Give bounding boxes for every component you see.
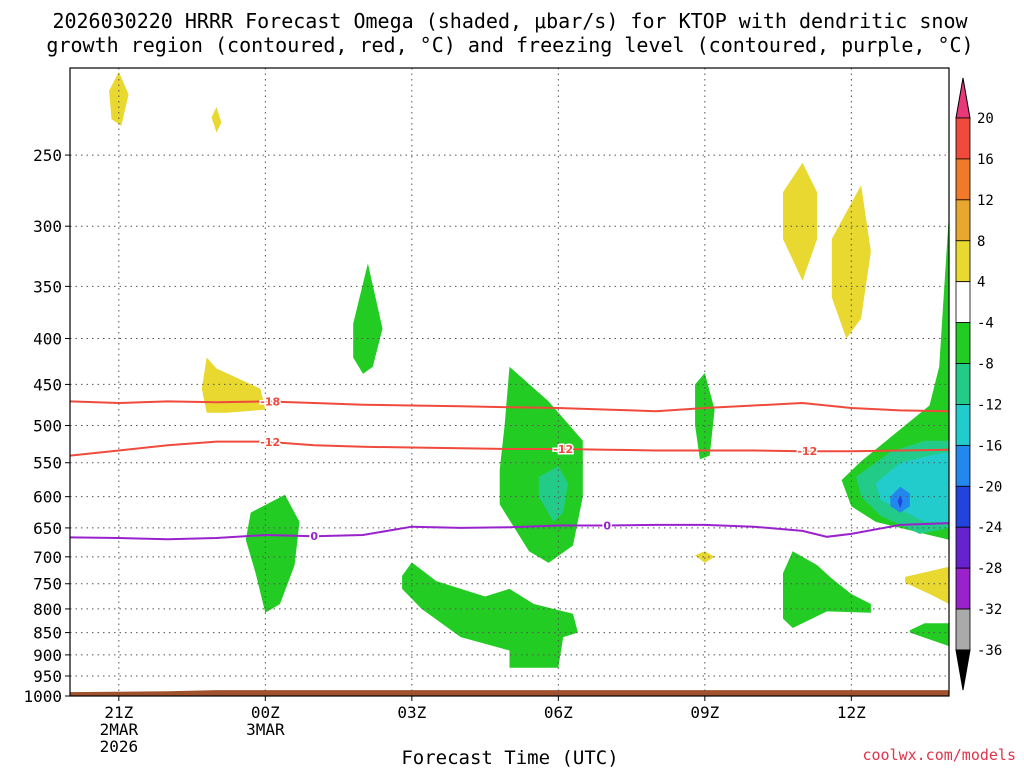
- omega-area: [897, 495, 903, 509]
- colorbar: 20 16 12 8 4 -4 -8 -12 -16 -20 -24 -28 -32 -36: [955, 77, 1002, 691]
- y-tick-label: 400: [33, 329, 62, 348]
- dgz-contour-label: -12: [260, 436, 280, 449]
- colorbar-swatch: [955, 567, 971, 610]
- colorbar-swatch: [955, 363, 971, 405]
- colorbar-swatch: [955, 485, 971, 528]
- omega-area: [109, 71, 129, 126]
- credit-text: coolwx.com/models: [862, 746, 1016, 764]
- y-tick-label: 650: [33, 519, 62, 538]
- pressure-axis: 250 300 350 400 450 500 550 600 650 700 750 800 850 9…: [23, 146, 70, 706]
- omega-area: [245, 494, 300, 613]
- chart-title-line2: growth region (contoured, red, °C) and f…: [46, 33, 973, 57]
- omega-area: [402, 562, 578, 668]
- ground-layer: [70, 690, 949, 696]
- colorbar-label: 12: [977, 193, 994, 209]
- omega-area: [695, 373, 715, 460]
- colorbar-label: -12: [977, 397, 1002, 413]
- omega-area: [538, 466, 569, 522]
- freezing-level-label: 0: [603, 520, 611, 533]
- colorbar-label: -36: [977, 643, 1002, 659]
- y-tick-label: 450: [33, 375, 62, 394]
- colorbar-swatch: [955, 158, 971, 201]
- colorbar-bottom-arrow: [955, 649, 971, 691]
- colorbar-label: -24: [977, 520, 1002, 536]
- dgz-contour: [70, 440, 949, 457]
- omega-area: [695, 551, 715, 563]
- x-tick-label: 06Z: [544, 703, 573, 722]
- y-tick-label: 250: [33, 146, 62, 165]
- x-tick-label: 03Z: [397, 703, 426, 722]
- x-tick-label: 12Z: [837, 703, 866, 722]
- y-tick-label: 750: [33, 575, 62, 594]
- y-tick-label: 300: [33, 217, 62, 236]
- y-tick-label: 850: [33, 624, 62, 643]
- y-tick-label: 900: [33, 646, 62, 665]
- colorbar-top-arrow: [955, 77, 971, 119]
- dgz-contour-label: -12: [797, 445, 817, 458]
- y-tick-label: 500: [33, 417, 62, 436]
- y-tick-label: 350: [33, 277, 62, 296]
- omega-area: [909, 623, 949, 647]
- freezing-level-line: [70, 522, 949, 541]
- y-tick-label: 700: [33, 548, 62, 567]
- colorbar-label: -8: [977, 357, 994, 373]
- y-tick-label: 600: [33, 488, 62, 507]
- colorbar-swatch: [955, 281, 971, 324]
- colorbar-swatch: [955, 444, 971, 487]
- y-tick-label: 1000: [23, 687, 62, 706]
- omega-area: [783, 162, 818, 281]
- colorbar-swatch: [955, 199, 971, 242]
- omega-area: [211, 107, 222, 133]
- colorbar-label: 4: [977, 275, 985, 291]
- colorbar-label: -16: [977, 438, 1002, 454]
- x-tick-label: 3MAR: [246, 720, 285, 739]
- colorbar-label: -32: [977, 602, 1002, 618]
- colorbar-swatch: [955, 240, 971, 283]
- colorbar-swatch: [955, 608, 971, 651]
- colorbar-label: -20: [977, 479, 1002, 495]
- ground-fill: [70, 690, 949, 696]
- x-tick-label: 09Z: [690, 703, 719, 722]
- omega-area: [783, 551, 871, 628]
- y-tick-label: 950: [33, 667, 62, 686]
- colorbar-label: 8: [977, 234, 985, 250]
- dgz-contour-label: -12: [553, 443, 573, 456]
- colorbar-label: -4: [977, 316, 994, 332]
- x-tick-label: 2MAR: [100, 720, 139, 739]
- omega-area: [201, 357, 266, 413]
- temperature-contours: -18 -12 -12 -12 0 0: [70, 394, 949, 545]
- omega-area: [905, 566, 949, 604]
- x-axis-label: Forecast Time (UTC): [401, 747, 618, 768]
- grid-lines: [70, 68, 949, 696]
- x-tick-label: 00Z: [251, 703, 280, 722]
- freezing-level-label: 0: [310, 530, 318, 543]
- colorbar-swatch: [955, 117, 971, 160]
- colorbar-label: -28: [977, 561, 1002, 577]
- x-tick-label: 21Z: [104, 703, 133, 722]
- omega-shaded-fields: [109, 71, 949, 668]
- y-tick-label: 550: [33, 454, 62, 473]
- plot-frame: [69, 67, 950, 697]
- colorbar-label: 16: [977, 152, 994, 168]
- dgz-contour: [70, 400, 949, 413]
- colorbar-swatch: [955, 526, 971, 569]
- omega-area: [499, 366, 583, 563]
- colorbar-swatch: [955, 322, 971, 364]
- chart-title-line1: 2026030220 HRRR Forecast Omega (shaded, …: [52, 9, 968, 33]
- dgz-contour-label: -18: [260, 396, 280, 409]
- x-tick-label: 2026: [100, 737, 139, 756]
- y-tick-label: 800: [33, 600, 62, 619]
- colorbar-label: 20: [977, 111, 994, 127]
- omega-area: [353, 263, 383, 374]
- colorbar-swatch: [955, 404, 971, 446]
